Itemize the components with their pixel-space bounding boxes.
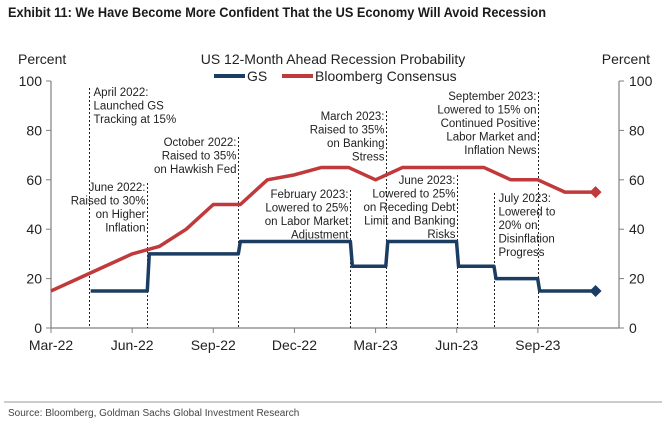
annotation-text: Lowered to 25% — [372, 189, 455, 201]
legend-label-gs: GS — [247, 68, 267, 84]
y-tick-label-right: 0 — [629, 320, 637, 336]
annotation-text: on Banking — [327, 138, 385, 150]
annotation-text: Disinflation — [499, 234, 555, 246]
y-tick-label-left: 80 — [26, 122, 42, 138]
y-tick-label-left: 20 — [26, 271, 42, 287]
annotation-text: June 2022: — [89, 182, 146, 194]
annotation-text: 20% on — [499, 220, 538, 232]
annotation-text: Continued Positive — [441, 118, 537, 130]
legend: GS Bloomberg Consensus — [214, 68, 457, 84]
annotation-text: June 2023: — [399, 175, 456, 187]
gs-series-line — [90, 239, 596, 293]
annotation-text: Inflation News — [464, 145, 536, 157]
annotation-text: Raised to 35% — [162, 151, 237, 163]
y-tick-label-left: 40 — [26, 221, 42, 237]
y-tick-label-left: 0 — [34, 320, 42, 336]
exhibit-title: Exhibit 11: We Have Become More Confiden… — [8, 4, 546, 20]
annotation-text: Limit and Banking — [364, 216, 455, 228]
annotation-text: April 2022: — [94, 87, 149, 99]
legend-label-bloomberg: Bloomberg Consensus — [315, 68, 457, 84]
x-tick-label: Mar-23 — [353, 337, 398, 353]
chart-title: US 12-Month Ahead Recession Probability — [201, 51, 466, 67]
annotation-text: Lowered to — [499, 207, 556, 219]
annotation-text: Labor Market and — [446, 132, 536, 144]
x-tick-label: Jun-23 — [435, 337, 478, 353]
left-axis-label: Percent — [18, 51, 66, 67]
gs-end-marker — [589, 284, 602, 297]
annotation-text: Launched GS — [94, 101, 165, 113]
y-tick-label-right: 100 — [629, 73, 653, 89]
annotation-text: July 2023: — [499, 193, 551, 205]
annotation-text: Inflation — [105, 223, 145, 235]
annotation-text: on Labor Market — [265, 216, 350, 228]
annotation-text: February 2023: — [271, 189, 349, 201]
annotation-text: Tracking at 15% — [94, 114, 177, 126]
annotation-text: October 2022: — [164, 137, 237, 149]
bloomberg-end-marker — [589, 186, 602, 199]
x-tick-label: Dec-22 — [272, 337, 317, 353]
x-tick-label: Mar-22 — [29, 337, 74, 353]
annotation-text: Stress — [352, 152, 385, 164]
annotation-text: Progress — [499, 247, 545, 259]
annotation-text: on Receding Debt — [363, 202, 456, 214]
right-axis-label: Percent — [602, 51, 650, 67]
x-tick-label: Sep-23 — [515, 337, 560, 353]
annotation-text: September 2023: — [448, 91, 536, 103]
annotation-text: Lowered to 25% — [265, 203, 348, 215]
y-tick-label-right: 20 — [629, 271, 645, 287]
annotation-text: on Hawkish Fed — [154, 164, 236, 176]
annotation-text: Risks — [427, 229, 455, 241]
y-tick-label-right: 60 — [629, 172, 645, 188]
annotation-text: Raised to 30% — [71, 196, 146, 208]
y-tick-label-left: 60 — [26, 172, 42, 188]
y-tick-label-left: 100 — [19, 73, 43, 89]
source-note: Source: Bloomberg, Goldman Sachs Global … — [8, 408, 299, 419]
y-tick-label-right: 40 — [629, 221, 645, 237]
annotation-text: Raised to 35% — [310, 125, 385, 137]
x-tick-label: Sep-22 — [191, 337, 236, 353]
bloomberg-series-line — [50, 165, 596, 293]
annotation-text: March 2023: — [321, 111, 385, 123]
annotation-text: Adjustment — [291, 230, 349, 242]
annotation-text: on Higher — [96, 209, 146, 221]
y-tick-label-right: 80 — [629, 122, 645, 138]
x-tick-label: Jun-22 — [111, 337, 154, 353]
annotation-text: Lowered to 15% on — [437, 105, 536, 117]
